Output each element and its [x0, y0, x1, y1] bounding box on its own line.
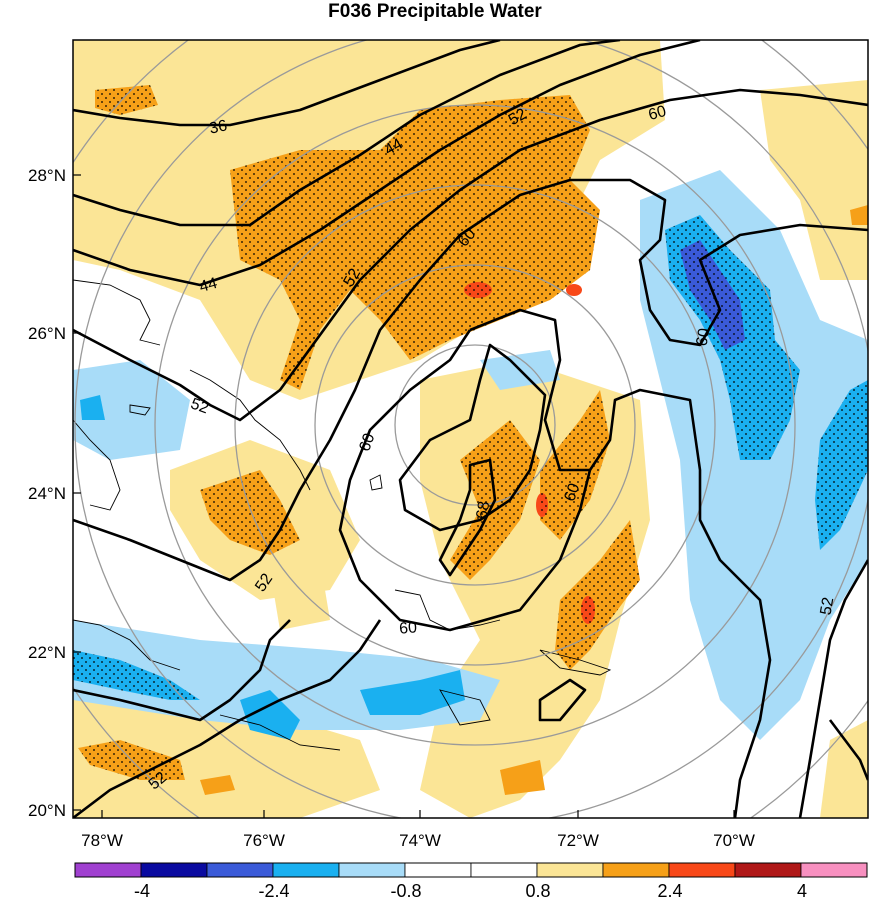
contour-label: 60	[647, 103, 669, 124]
colorbar-swatch	[470, 862, 538, 878]
lat-label: 20°N	[28, 801, 66, 820]
lon-label: 70°W	[713, 831, 755, 850]
colorbar-swatch	[734, 862, 802, 878]
lat-label: 28°N	[28, 166, 66, 185]
contour-label: 52	[818, 596, 838, 617]
contour-label: 36	[208, 117, 229, 137]
lat-label: 22°N	[28, 643, 66, 662]
latitude-labels: 28°N 26°N 24°N 22°N 20°N	[28, 166, 66, 820]
colorbar-label: -2.4	[258, 881, 289, 900]
contour-label: 60	[694, 327, 714, 348]
colorbar-swatch	[206, 862, 274, 878]
lat-label: 24°N	[28, 484, 66, 503]
contour-label: 52	[340, 266, 364, 290]
colorbar-label: 0.8	[525, 881, 550, 900]
lon-label: 74°W	[399, 831, 441, 850]
lon-label: 76°W	[243, 831, 285, 850]
contour-label: 52	[506, 105, 530, 129]
axis-ticks	[73, 174, 735, 818]
colorbar-label: -0.8	[390, 881, 421, 900]
contour-label: 52	[188, 395, 211, 417]
contour-label: 44	[382, 135, 406, 159]
contour-label: 44	[198, 275, 220, 296]
colorbar-frame	[74, 862, 868, 878]
lon-label: 78°W	[81, 831, 123, 850]
colorbar-swatch	[800, 862, 868, 878]
pw-contours	[73, 40, 868, 818]
colorbar	[74, 862, 868, 878]
colorbar-label: 2.4	[657, 881, 682, 900]
colorbar-swatch	[74, 862, 142, 878]
colorbar-swatch	[404, 862, 472, 878]
colorbar-swatch	[668, 862, 736, 878]
contour-label: 60	[356, 431, 378, 454]
colorbar-label: 4	[797, 881, 807, 900]
contour-label: 60	[561, 481, 583, 504]
map-title: F036 Precipitable Water	[328, 1, 542, 22]
colorbar-labels: -4 -2.4 -0.8 0.8 2.4 4	[134, 881, 807, 900]
colorbar-swatch	[338, 862, 406, 878]
lat-label: 26°N	[28, 324, 66, 343]
colorbar-swatch	[536, 862, 604, 878]
colorbar-swatch	[272, 862, 340, 878]
map-frame	[72, 39, 869, 819]
contour-label: 68	[474, 500, 494, 521]
colorbar-swatch	[602, 862, 670, 878]
colorbar-label: -4	[134, 881, 150, 900]
contour-label: 60	[399, 619, 418, 637]
longitude-labels: 78°W 76°W 74°W 72°W 70°W	[81, 831, 755, 850]
lon-label: 72°W	[557, 831, 599, 850]
colorbar-swatch	[140, 862, 208, 878]
